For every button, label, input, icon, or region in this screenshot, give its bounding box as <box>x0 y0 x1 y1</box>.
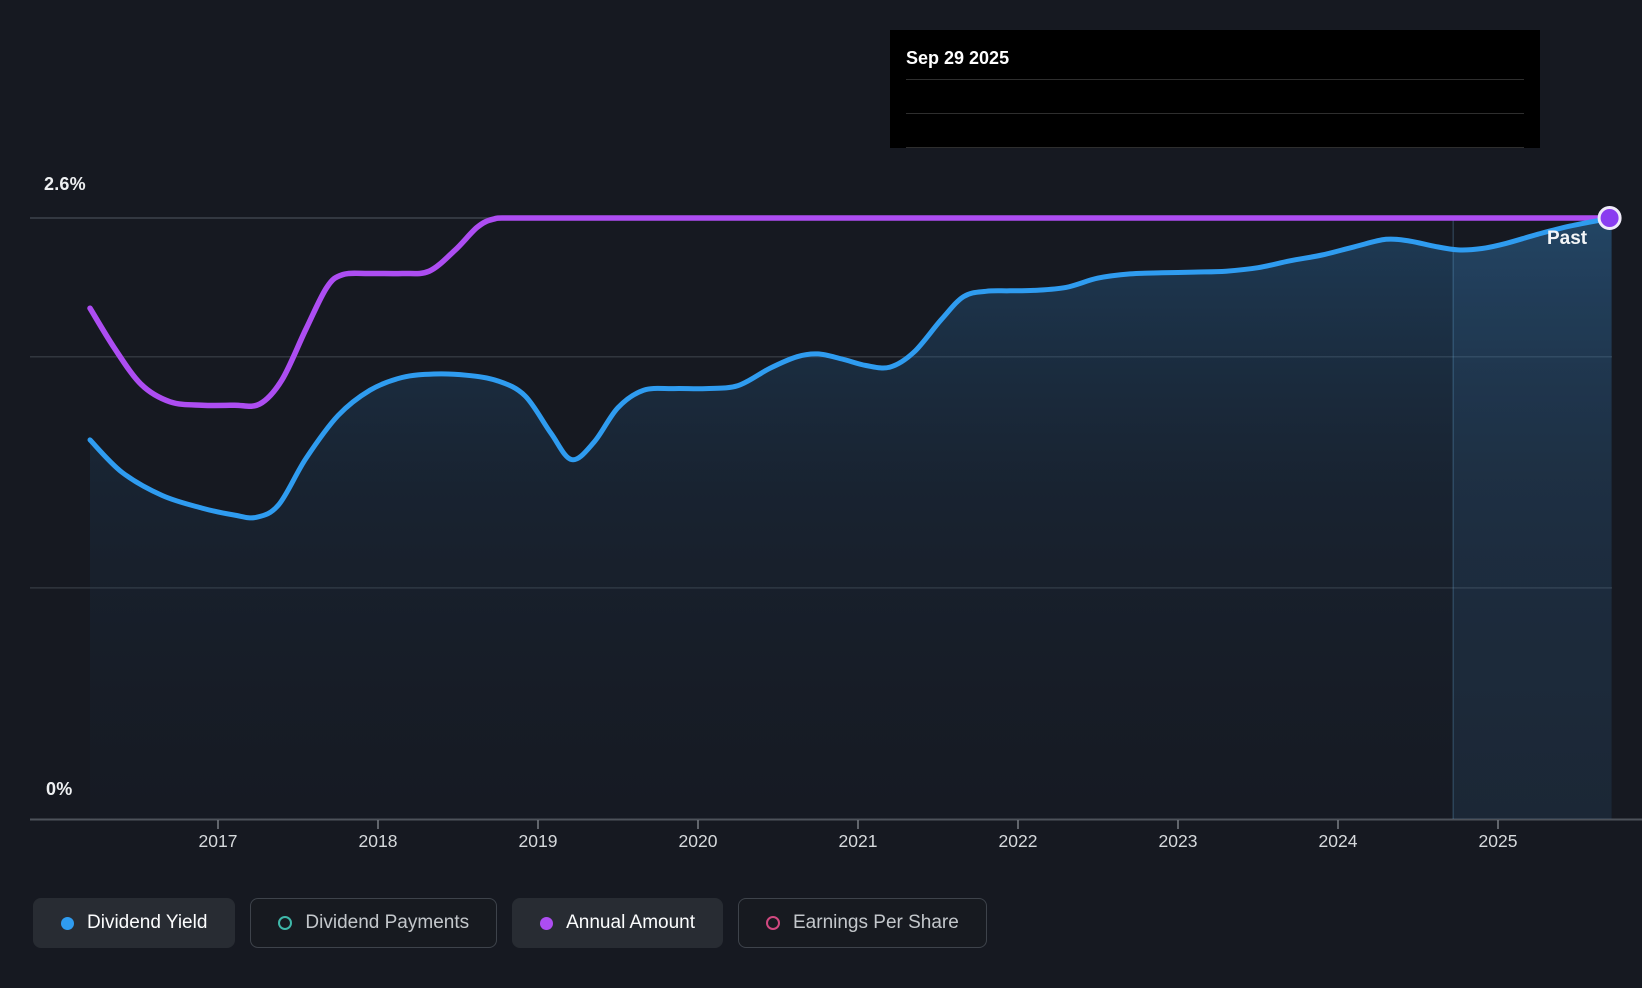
y-axis-top-label: 2.6% <box>44 174 86 194</box>
past-label: Past <box>1547 228 1588 249</box>
tooltip-row <box>906 113 1524 148</box>
x-axis-tick-label: 2018 <box>358 831 398 851</box>
legend-button-annual-amount[interactable]: Annual Amount <box>512 898 723 948</box>
dividend-yield-marker-icon <box>61 916 74 930</box>
legend-label: Annual Amount <box>566 912 695 933</box>
x-axis-tick-label: 2023 <box>1158 831 1198 851</box>
x-axis-tick-label: 2022 <box>998 831 1038 851</box>
x-axis-tick-label: 2025 <box>1478 831 1518 851</box>
x-axis-tick-label: 2017 <box>198 831 238 851</box>
x-axis-tick-label: 2019 <box>518 831 558 851</box>
chart-tooltip: Sep 29 2025 <box>890 30 1540 148</box>
x-axis-tick-label: 2020 <box>678 831 718 851</box>
legend-label: Earnings Per Share <box>793 912 959 933</box>
dividend-yield-line <box>87 215 1615 521</box>
y-axis-zero-label: 0% <box>46 779 73 799</box>
legend-button-dividend-yield[interactable]: Dividend Yield <box>33 898 236 948</box>
recent-period-highlight <box>1453 218 1612 819</box>
tooltip-row <box>906 79 1524 113</box>
legend-label: Dividend Payments <box>305 912 470 933</box>
legend-button-dividend-payments[interactable]: Dividend Payments <box>250 898 498 948</box>
tooltip-date: Sep 29 2025 <box>906 48 1010 68</box>
series-end-marker <box>1597 206 1622 231</box>
legend-label: Dividend Yield <box>87 912 208 933</box>
x-axis-tick-label: 2024 <box>1318 831 1358 851</box>
chart-legend: Dividend Yield Dividend Payments Annual Am… <box>33 898 987 948</box>
annual-amount-line <box>87 215 1615 409</box>
dividend-yield-area <box>90 218 1612 819</box>
earnings-per-share-marker-icon <box>766 916 780 930</box>
legend-button-earnings-per-share[interactable]: Earnings Per Share <box>738 898 987 948</box>
dividend-payments-marker-icon <box>278 916 293 930</box>
annual-amount-marker-icon <box>540 916 554 930</box>
x-axis-tick-label: 2021 <box>838 831 878 851</box>
